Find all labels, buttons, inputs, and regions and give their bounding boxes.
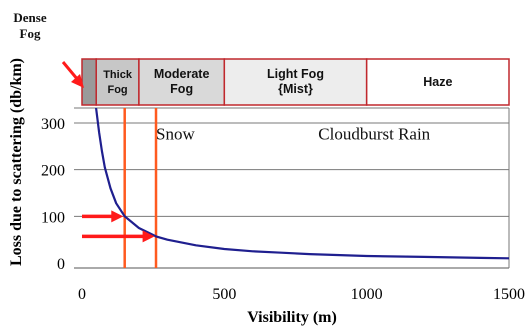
band-label-line: Fog [20,26,41,41]
band-label-2: Moderate Fog [154,67,210,96]
band-label-4: Haze [423,75,452,89]
dense-fog-pointer [61,61,80,81]
arrow-head-0 [111,210,124,223]
dense-fog-pointer-head [71,74,84,88]
band-3 [223,58,368,106]
band-4 [365,58,510,106]
band-1 [95,58,140,106]
band-2 [138,58,226,106]
band-label-line: {Mist} [278,82,313,96]
band-label-line: Thick [103,69,133,81]
band-label-0: Dense Fog [13,10,46,41]
x-tick-label: 1500 [493,286,525,303]
x-tick-label: 500 [212,286,236,303]
pointer-arrows [82,210,155,243]
band-label-line: Dense [13,10,46,25]
band-label-line: Light Fog [267,67,324,81]
band-label-1: Thick Fog [103,69,133,96]
annotation-0: Snow [156,124,195,143]
band-label-line: Fog [107,84,127,96]
x-tick-label: 0 [78,286,86,303]
plot-frame [74,107,510,269]
y-tick-labels: 0 100 200 300 [41,116,65,273]
y-axis-label: Loss due to scattering (db/km) [8,58,25,266]
x-axis-label: Visibility (m) [247,309,337,326]
vertical-markers [123,108,158,268]
arrow-head-1 [142,230,155,243]
loss-curves [94,108,509,260]
band-0 [81,58,97,106]
y-tick-label: 0 [57,256,65,273]
annotations: Snow Cloudburst Rain [156,124,431,143]
x-tick-label: 1000 [351,286,383,303]
x-tick-labels: 0 500 1000 1500 [78,286,525,303]
y-tick-label: 300 [41,116,65,133]
band-label-3: Light Fog {Mist} [267,67,324,96]
band-label-line: Haze [423,75,452,89]
series-line-0 [94,108,509,260]
y-tick-label: 100 [41,209,65,226]
annotation-1: Cloudburst Rain [318,124,430,143]
grid-lines [74,122,509,217]
y-tick-label: 200 [41,163,65,180]
band-label-line: Moderate [154,67,210,81]
band-label-line: Fog [170,82,193,96]
